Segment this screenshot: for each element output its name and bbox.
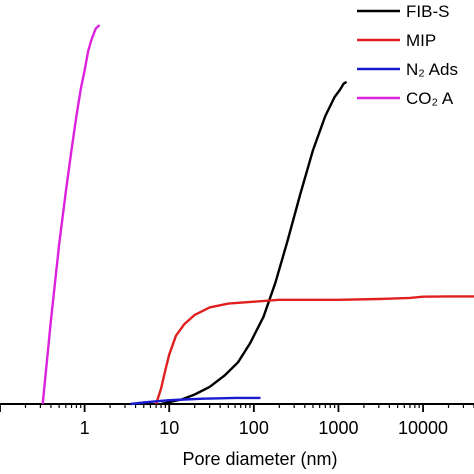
x-tick-label: 100 <box>239 418 269 438</box>
axes: 1 10 100 1000 10000 <box>0 403 474 438</box>
x-tick-label: 10000 <box>398 418 448 438</box>
x-tick-label: 1000 <box>318 418 358 438</box>
legend-label: N₂ Ads <box>406 60 458 79</box>
legend-label: CO₂ A <box>406 89 454 108</box>
series-line-co2-ads <box>41 24 101 405</box>
series-line-mip <box>154 295 474 405</box>
series-line-n2-ads <box>130 396 261 406</box>
x-tick-label: 10 <box>159 418 179 438</box>
legend: FIB-S MIP N₂ Ads CO₂ A <box>357 2 458 108</box>
x-tick-label: 1 <box>80 418 90 438</box>
legend-label: MIP <box>406 31 436 50</box>
x-axis-label: Pore diameter (nm) <box>182 449 337 469</box>
series-line-fib-s <box>160 80 348 406</box>
legend-label: FIB-S <box>406 2 449 21</box>
series-layer <box>41 24 474 406</box>
